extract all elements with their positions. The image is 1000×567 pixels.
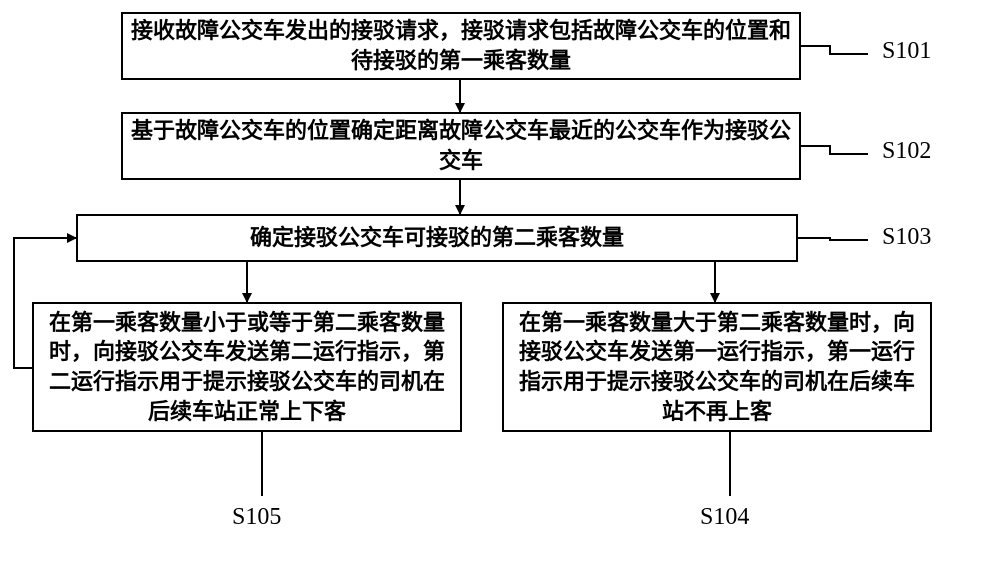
label-s101: S101 (882, 38, 931, 65)
step-s104: 在第一乘客数量大于第二乘客数量时，向接驳公交车发送第一运行指示，第一运行指示用于… (502, 302, 932, 432)
label-s102-text: S102 (882, 138, 931, 164)
label-s105: S105 (232, 504, 281, 531)
label-s103: S103 (882, 224, 931, 251)
step-s105-text: 在第一乘客数量小于或等于第二乘客数量时，向接驳公交车发送第二运行指示，第二运行指… (42, 308, 452, 427)
step-s102-text: 基于故障公交车的位置确定距离故障公交车最近的公交车作为接驳公交车 (131, 116, 791, 175)
step-s101: 接收故障公交车发出的接驳请求，接驳请求包括故障公交车的位置和待接驳的第一乘客数量 (121, 12, 801, 80)
step-s103-text: 确定接驳公交车可接驳的第二乘客数量 (250, 223, 624, 253)
flowchart-canvas: 接收故障公交车发出的接驳请求，接驳请求包括故障公交车的位置和待接驳的第一乘客数量… (0, 0, 1000, 567)
label-s105-text: S105 (232, 504, 281, 530)
step-s102: 基于故障公交车的位置确定距离故障公交车最近的公交车作为接驳公交车 (121, 112, 801, 180)
step-s104-text: 在第一乘客数量大于第二乘客数量时，向接驳公交车发送第一运行指示，第一运行指示用于… (512, 308, 922, 427)
label-s102: S102 (882, 138, 931, 165)
label-s104: S104 (700, 504, 749, 531)
step-s101-text: 接收故障公交车发出的接驳请求，接驳请求包括故障公交车的位置和待接驳的第一乘客数量 (131, 16, 791, 75)
label-s104-text: S104 (700, 504, 749, 530)
label-s101-text: S101 (882, 38, 931, 64)
step-s105: 在第一乘客数量小于或等于第二乘客数量时，向接驳公交车发送第二运行指示，第二运行指… (32, 302, 462, 432)
connectors (0, 0, 1000, 567)
step-s103: 确定接驳公交车可接驳的第二乘客数量 (76, 214, 798, 262)
label-s103-text: S103 (882, 224, 931, 250)
